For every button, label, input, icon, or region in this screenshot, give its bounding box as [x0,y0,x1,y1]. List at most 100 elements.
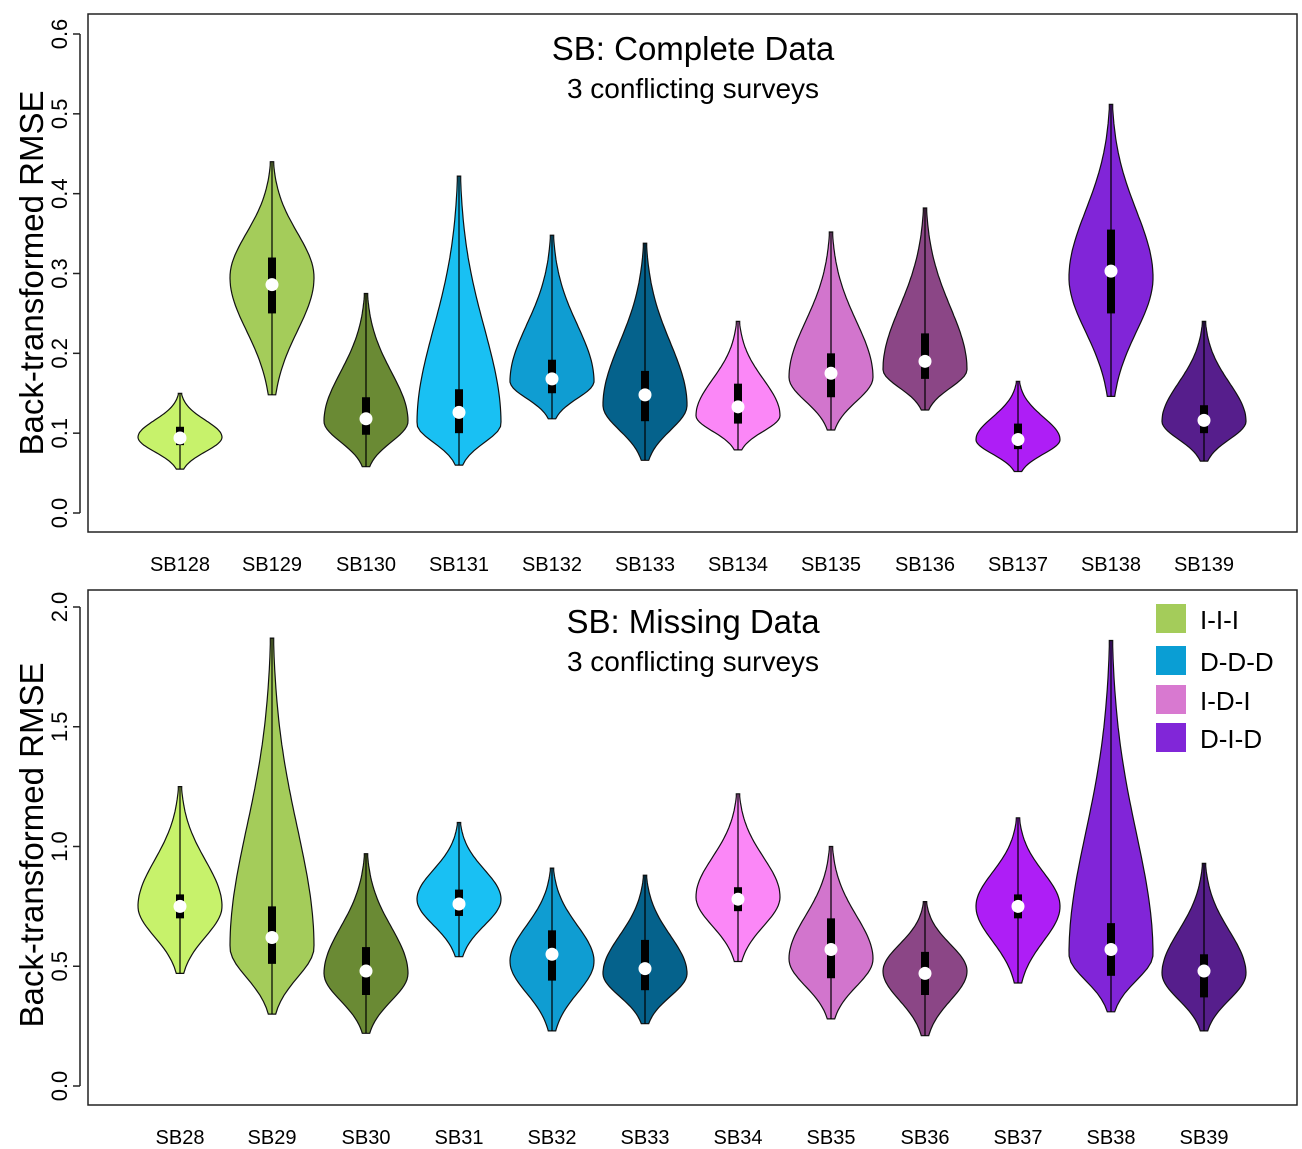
chart-title: SB: Complete Data [552,30,835,67]
violin-median-dot [173,431,187,445]
x-tick-label: SB34 [714,1127,763,1149]
chart-subtitle: 3 conflicting surveys [567,646,819,677]
y-tick-label: 1.0 [47,831,72,862]
y-tick-label: 0.3 [47,258,72,289]
violin-SB30 [323,853,409,1034]
legend-swatch-idi [1156,685,1186,714]
violin-SB35 [788,845,874,1020]
violin-median-dot [545,947,559,961]
violin-SB129 [229,161,315,396]
violin-SB128 [137,392,223,470]
x-tick-label: SB28 [156,1127,205,1149]
violin-median-dot [1197,413,1211,427]
chart-title: SB: Missing Data [566,603,820,640]
legend-swatch-did [1156,723,1186,752]
panel-complete-data: SB: Complete Data 3 conflicting surveys … [13,13,1298,576]
violin-SB130 [323,292,409,468]
x-tick-label: SB138 [1081,554,1141,576]
x-tick-label: SB31 [435,1127,484,1149]
y-axis: 0.0 0.1 0.2 0.3 0.4 0.5 0.6 [47,19,81,529]
y-tick-label: 0.0 [47,498,72,529]
x-tick-label: SB132 [522,554,582,576]
x-tick-label: SB130 [336,554,396,576]
x-tick-label: SB134 [708,554,768,576]
violin-median-dot [731,892,745,906]
violin-SB31 [416,821,502,958]
legend-label-iii: I-I-I [1200,605,1239,635]
legend-label-ddd: D-D-D [1200,647,1274,677]
violin-median-dot [731,400,745,414]
chart-subtitle: 3 conflicting surveys [567,73,819,104]
y-axis: 0.0 0.5 1.0 1.5 2.0 [47,592,81,1102]
legend: I-I-I D-D-D I-D-I D-I-D [1156,604,1274,754]
x-axis: SB128 SB129 SB130 SB131 SB132 SB133 SB134 SB135… [150,554,1234,576]
x-tick-label: SB133 [615,554,675,576]
x-tick-label: SB33 [621,1127,670,1149]
violin-SB36 [882,901,968,1037]
violin-median-dot [918,354,932,368]
violin-median-dot [1011,899,1025,913]
y-tick-label: 0.4 [47,178,72,209]
violin-SB136 [882,207,968,411]
x-tick-label: SB32 [528,1127,577,1149]
x-tick-label: SB29 [248,1127,297,1149]
x-tick-label: SB136 [895,554,955,576]
violin-SB134 [695,320,781,451]
violin-median-dot [638,388,652,402]
legend-swatch-ddd [1156,646,1186,675]
y-tick-label: 0.1 [47,418,72,449]
x-tick-label: SB128 [150,554,210,576]
violin-SB38 [1068,639,1154,1013]
violin-SB29 [229,637,315,1015]
violin-SB32 [509,867,595,1032]
y-tick-label: 1.5 [47,711,72,742]
violin-SB132 [509,234,595,420]
y-tick-label: 0.2 [47,338,72,369]
violin-SB34 [695,793,781,963]
y-tick-label: 0.5 [47,951,72,982]
x-tick-label: SB39 [1180,1127,1229,1149]
x-tick-label: SB131 [429,554,489,576]
violin-median-dot [359,412,373,426]
panel-missing-data: SB: Missing Data 3 conflicting surveys B… [13,589,1298,1149]
y-axis-label: Back-transformed RMSE [13,663,50,1028]
violin-median-dot [1011,433,1025,447]
violin-SB138 [1068,103,1154,397]
x-tick-label: SB135 [801,554,861,576]
violin-median-dot [1104,942,1118,956]
y-axis-label: Back-transformed RMSE [13,91,50,456]
x-tick-label: SB36 [901,1127,950,1149]
violin-median-dot [265,278,279,292]
violin-median-dot [824,366,838,380]
violin-median-dot [359,964,373,978]
legend-label-idi: I-D-I [1200,686,1251,716]
x-tick-label: SB137 [988,554,1048,576]
violin-layer [137,103,1247,473]
violin-SB37 [975,817,1061,984]
x-axis: SB28 SB29 SB30 SB31 SB32 SB33 SB34 SB35 SB36 SB37… [156,1127,1229,1149]
violin-median-dot [1197,964,1211,978]
violin-median-dot [824,942,838,956]
violin-median-dot [1104,264,1118,278]
violin-SB139 [1161,320,1247,462]
x-tick-label: SB139 [1174,554,1234,576]
x-tick-label: SB37 [994,1127,1043,1149]
violin-median-dot [265,931,279,945]
legend-label-did: D-I-D [1200,724,1262,754]
violin-SB137 [975,380,1061,473]
plot-frame [87,13,1298,533]
y-tick-label: 0.0 [47,1071,72,1102]
violin-median-dot [452,897,466,911]
x-tick-label: SB129 [242,554,302,576]
violin-SB28 [137,786,223,974]
violin-layer [137,637,1247,1037]
violin-SB133 [602,242,688,461]
violin-SB33 [602,874,688,1025]
plot-frame [87,589,1298,1106]
violin-SB39 [1161,862,1247,1032]
violin-median-dot [638,962,652,976]
legend-swatch-iii [1156,604,1186,633]
y-tick-label: 0.5 [47,99,72,130]
